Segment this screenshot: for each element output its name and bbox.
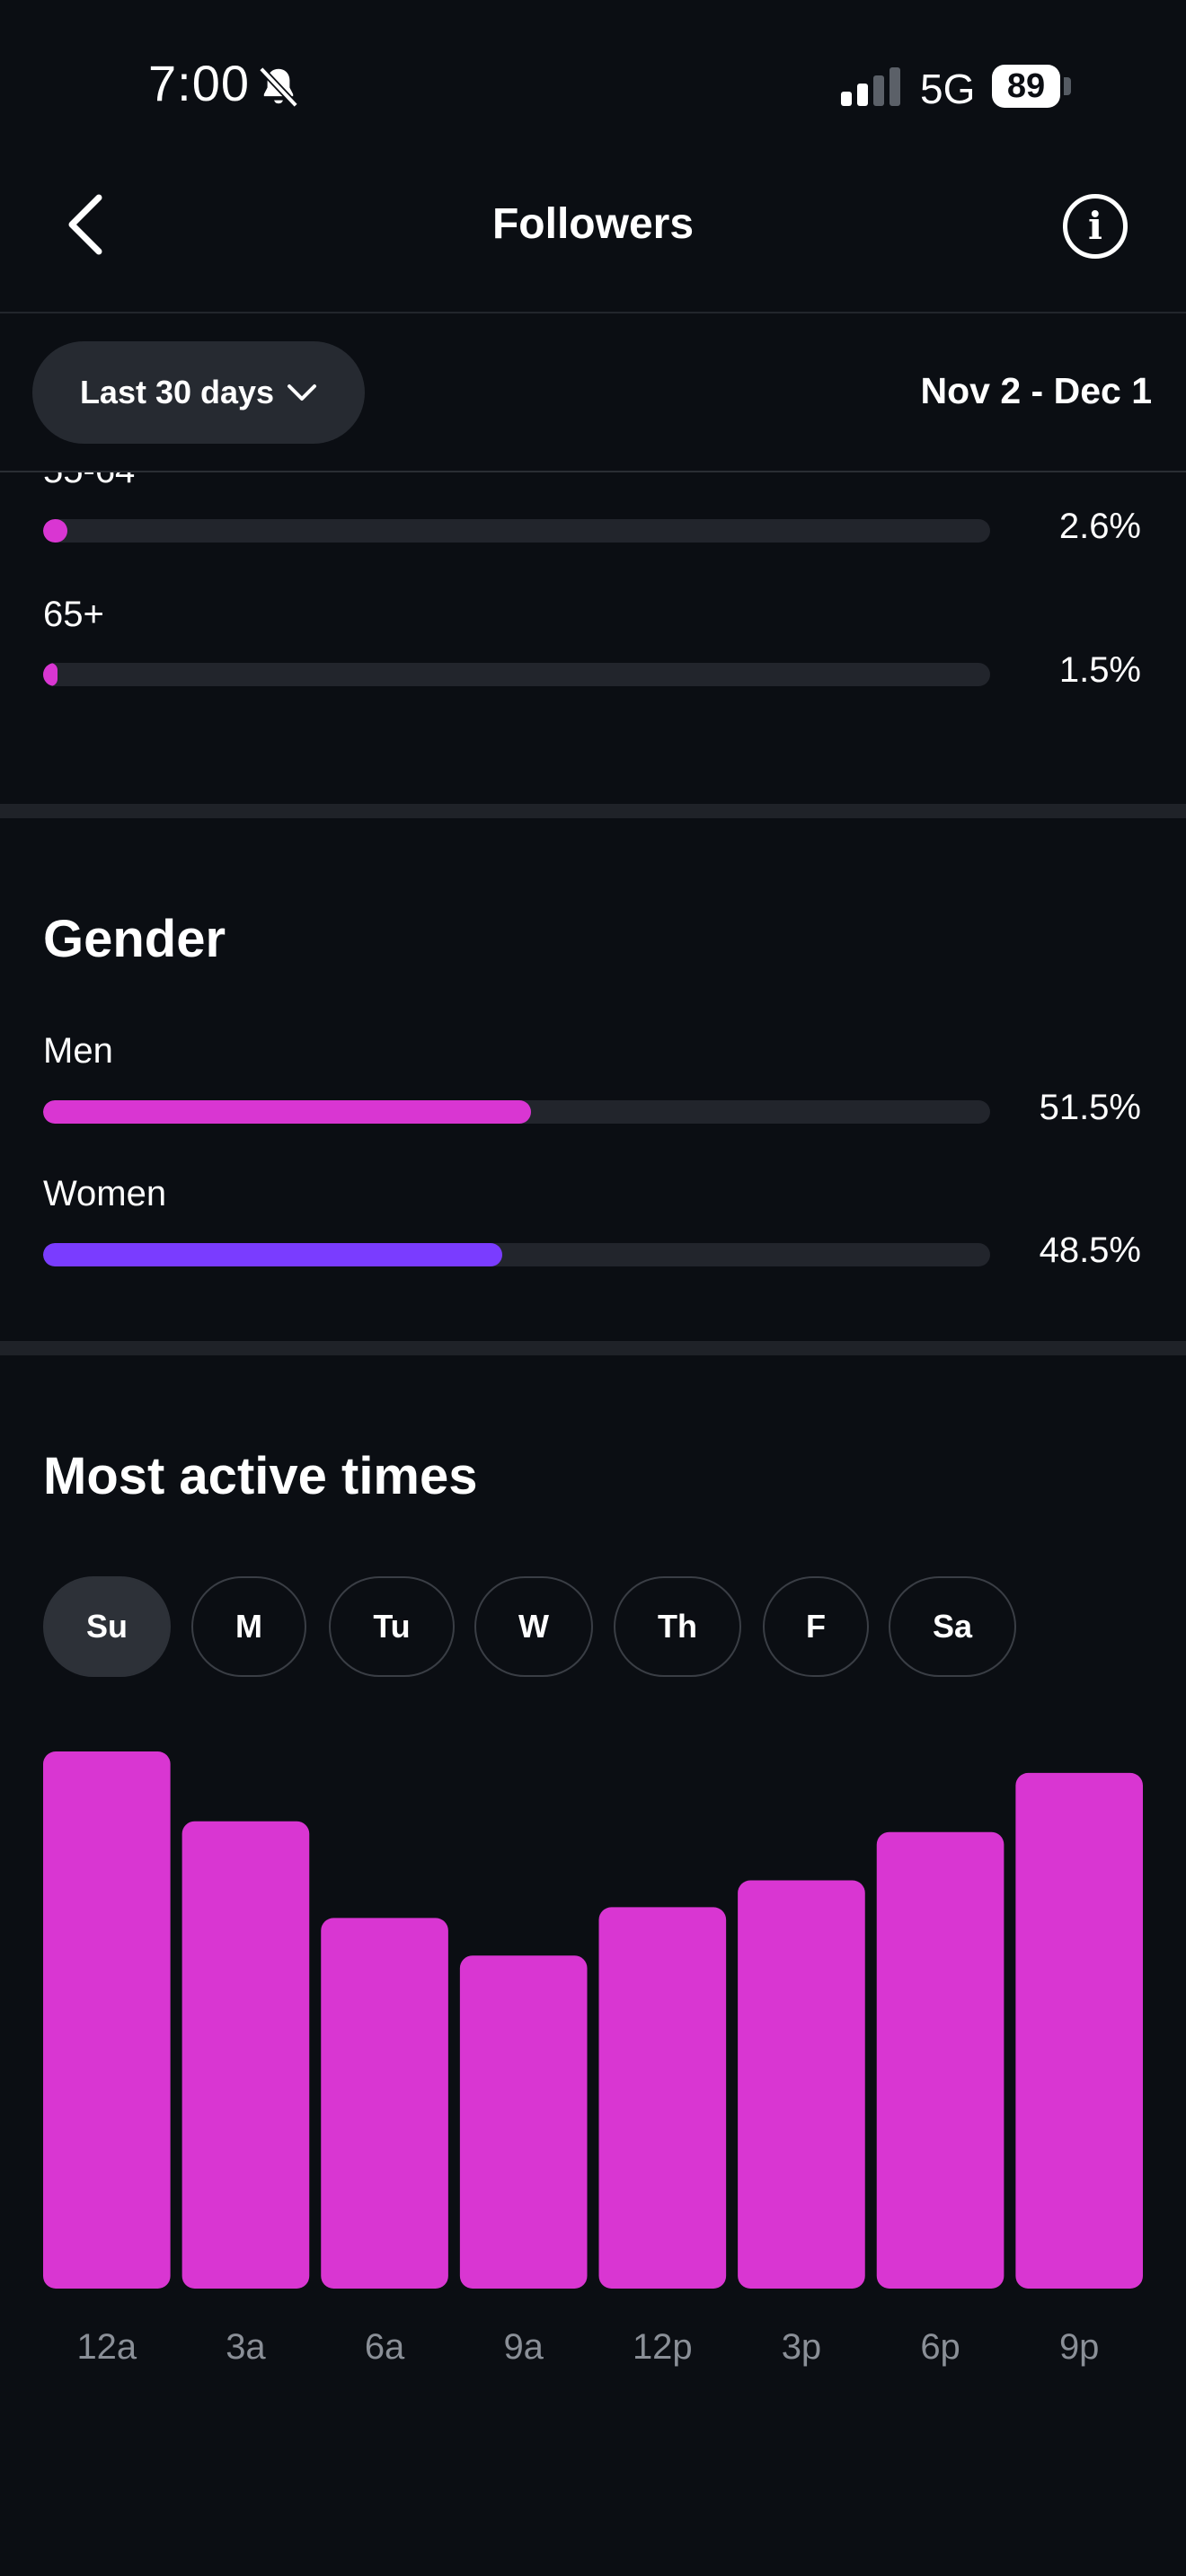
section-divider — [0, 1341, 1186, 1355]
chart-bar-9a[interactable] — [459, 1955, 588, 2289]
date-range-dropdown[interactable]: Last 30 days — [32, 341, 365, 444]
day-chip-thursday[interactable]: Th — [614, 1576, 741, 1677]
gender-label-men: Men — [43, 1031, 113, 1071]
chart-tick-label-12a: 12a — [76, 2327, 137, 2367]
day-chip-wednesday[interactable]: W — [474, 1576, 593, 1677]
age-label-65-plus: 65+ — [43, 595, 104, 634]
chart-tick-label-3p: 3p — [782, 2327, 822, 2367]
chart-bar-12a[interactable] — [43, 1751, 171, 2289]
gender-bar-track-men — [43, 1100, 990, 1124]
battery-tip-icon — [1064, 77, 1071, 95]
battery-level: 89 — [992, 65, 1060, 108]
gender-label-women: Women — [43, 1174, 167, 1213]
chart-bar-3a[interactable] — [181, 1821, 310, 2289]
date-range-dropdown-label: Last 30 days — [79, 374, 275, 410]
gender-title: Gender — [43, 910, 226, 968]
age-bar-track-65-plus — [43, 663, 990, 686]
age-range-list: 55-64 2.6% 65+ 1.5% — [0, 472, 1186, 742]
gender-bar-track-women — [43, 1243, 990, 1266]
status-time: 7:00 — [148, 55, 250, 111]
day-chip-monday[interactable]: M — [191, 1576, 306, 1677]
chart-tick-label-6p: 6p — [920, 2327, 960, 2367]
active-times-bar-chart: 12a 3a 6a 9a 12p 3p 6p 9p — [43, 1751, 1143, 2367]
chart-tick-label-9a: 9a — [503, 2327, 544, 2367]
chevron-down-icon — [288, 384, 317, 401]
age-bar-fill-65-plus — [43, 663, 58, 686]
info-button[interactable]: i — [1063, 194, 1128, 259]
day-chip-sunday[interactable]: Su — [43, 1576, 171, 1677]
age-label-55-64: 55-64 — [43, 472, 135, 491]
network-type: 5G — [920, 66, 976, 112]
day-chip-friday[interactable]: F — [763, 1576, 869, 1677]
info-icon: i — [1088, 204, 1102, 248]
back-button[interactable] — [58, 189, 120, 260]
gender-percent-men: 51.5% — [1039, 1088, 1141, 1127]
chart-bar-6p[interactable] — [876, 1831, 1005, 2289]
chart-bar-9p[interactable] — [1015, 1772, 1143, 2289]
age-percent-65-plus: 1.5% — [1058, 650, 1141, 690]
most-active-times-title: Most active times — [43, 1447, 478, 1505]
chart-tick-label-12p: 12p — [633, 2327, 693, 2367]
page-title: Followers — [491, 200, 695, 248]
day-chip-tuesday[interactable]: Tu — [329, 1576, 455, 1677]
section-divider — [0, 804, 1186, 818]
day-chip-saturday[interactable]: Sa — [889, 1576, 1016, 1677]
chart-tick-label-9p: 9p — [1059, 2327, 1100, 2367]
cellular-signal-icon — [841, 67, 900, 106]
chart-tick-label-3a: 3a — [226, 2327, 266, 2367]
age-bar-track-55-64 — [43, 519, 990, 543]
chart-bar-3p[interactable] — [738, 1880, 865, 2289]
chart-bar-6a[interactable] — [321, 1918, 448, 2289]
date-range-text: Nov 2 - Dec 1 — [920, 370, 1153, 411]
age-bar-fill-55-64 — [43, 519, 68, 543]
filter-divider — [0, 471, 1186, 472]
gender-bar-fill-women — [43, 1243, 503, 1266]
chart-bar-12p[interactable] — [598, 1907, 727, 2289]
gender-percent-women: 48.5% — [1039, 1231, 1141, 1270]
header-divider — [0, 312, 1186, 313]
chart-tick-label-6a: 6a — [365, 2327, 405, 2367]
age-percent-55-64: 2.6% — [1058, 507, 1141, 546]
gender-bar-fill-men — [43, 1100, 531, 1124]
bell-slash-icon — [259, 66, 298, 108]
